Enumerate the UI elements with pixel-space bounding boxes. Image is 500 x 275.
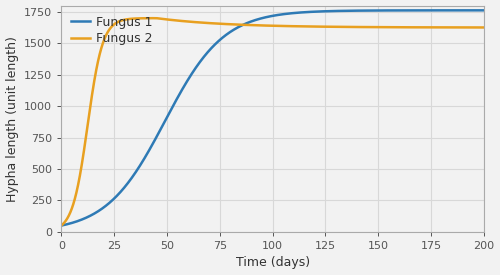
Fungus 2 <box>259 24 265 27</box>
Fungus 1 <box>239 24 245 27</box>
Fungus 1 <box>236 25 242 29</box>
Fungus 2 <box>366 26 372 29</box>
Fungus 2 <box>468 26 474 29</box>
Fungus 2 <box>58 224 64 227</box>
X-axis label: Time (days): Time (days) <box>236 257 310 269</box>
Legend: Fungus 1, Fungus 2: Fungus 1, Fungus 2 <box>68 12 156 49</box>
Y-axis label: Hypha length (unit length): Hypha length (unit length) <box>6 36 18 202</box>
Fungus 1 <box>366 9 372 12</box>
Fungus 2 <box>240 23 246 26</box>
Fungus 2 <box>236 23 242 26</box>
Fungus 1 <box>468 9 474 12</box>
Fungus 1 <box>58 224 64 227</box>
Fungus 1 <box>447 9 453 12</box>
Fungus 2 <box>447 26 453 29</box>
Line: Fungus 2: Fungus 2 <box>62 18 484 226</box>
Fungus 2 <box>481 26 487 29</box>
Fungus 1 <box>481 9 487 12</box>
Line: Fungus 1: Fungus 1 <box>62 10 484 225</box>
Fungus 2 <box>154 16 160 20</box>
Fungus 1 <box>259 16 265 20</box>
